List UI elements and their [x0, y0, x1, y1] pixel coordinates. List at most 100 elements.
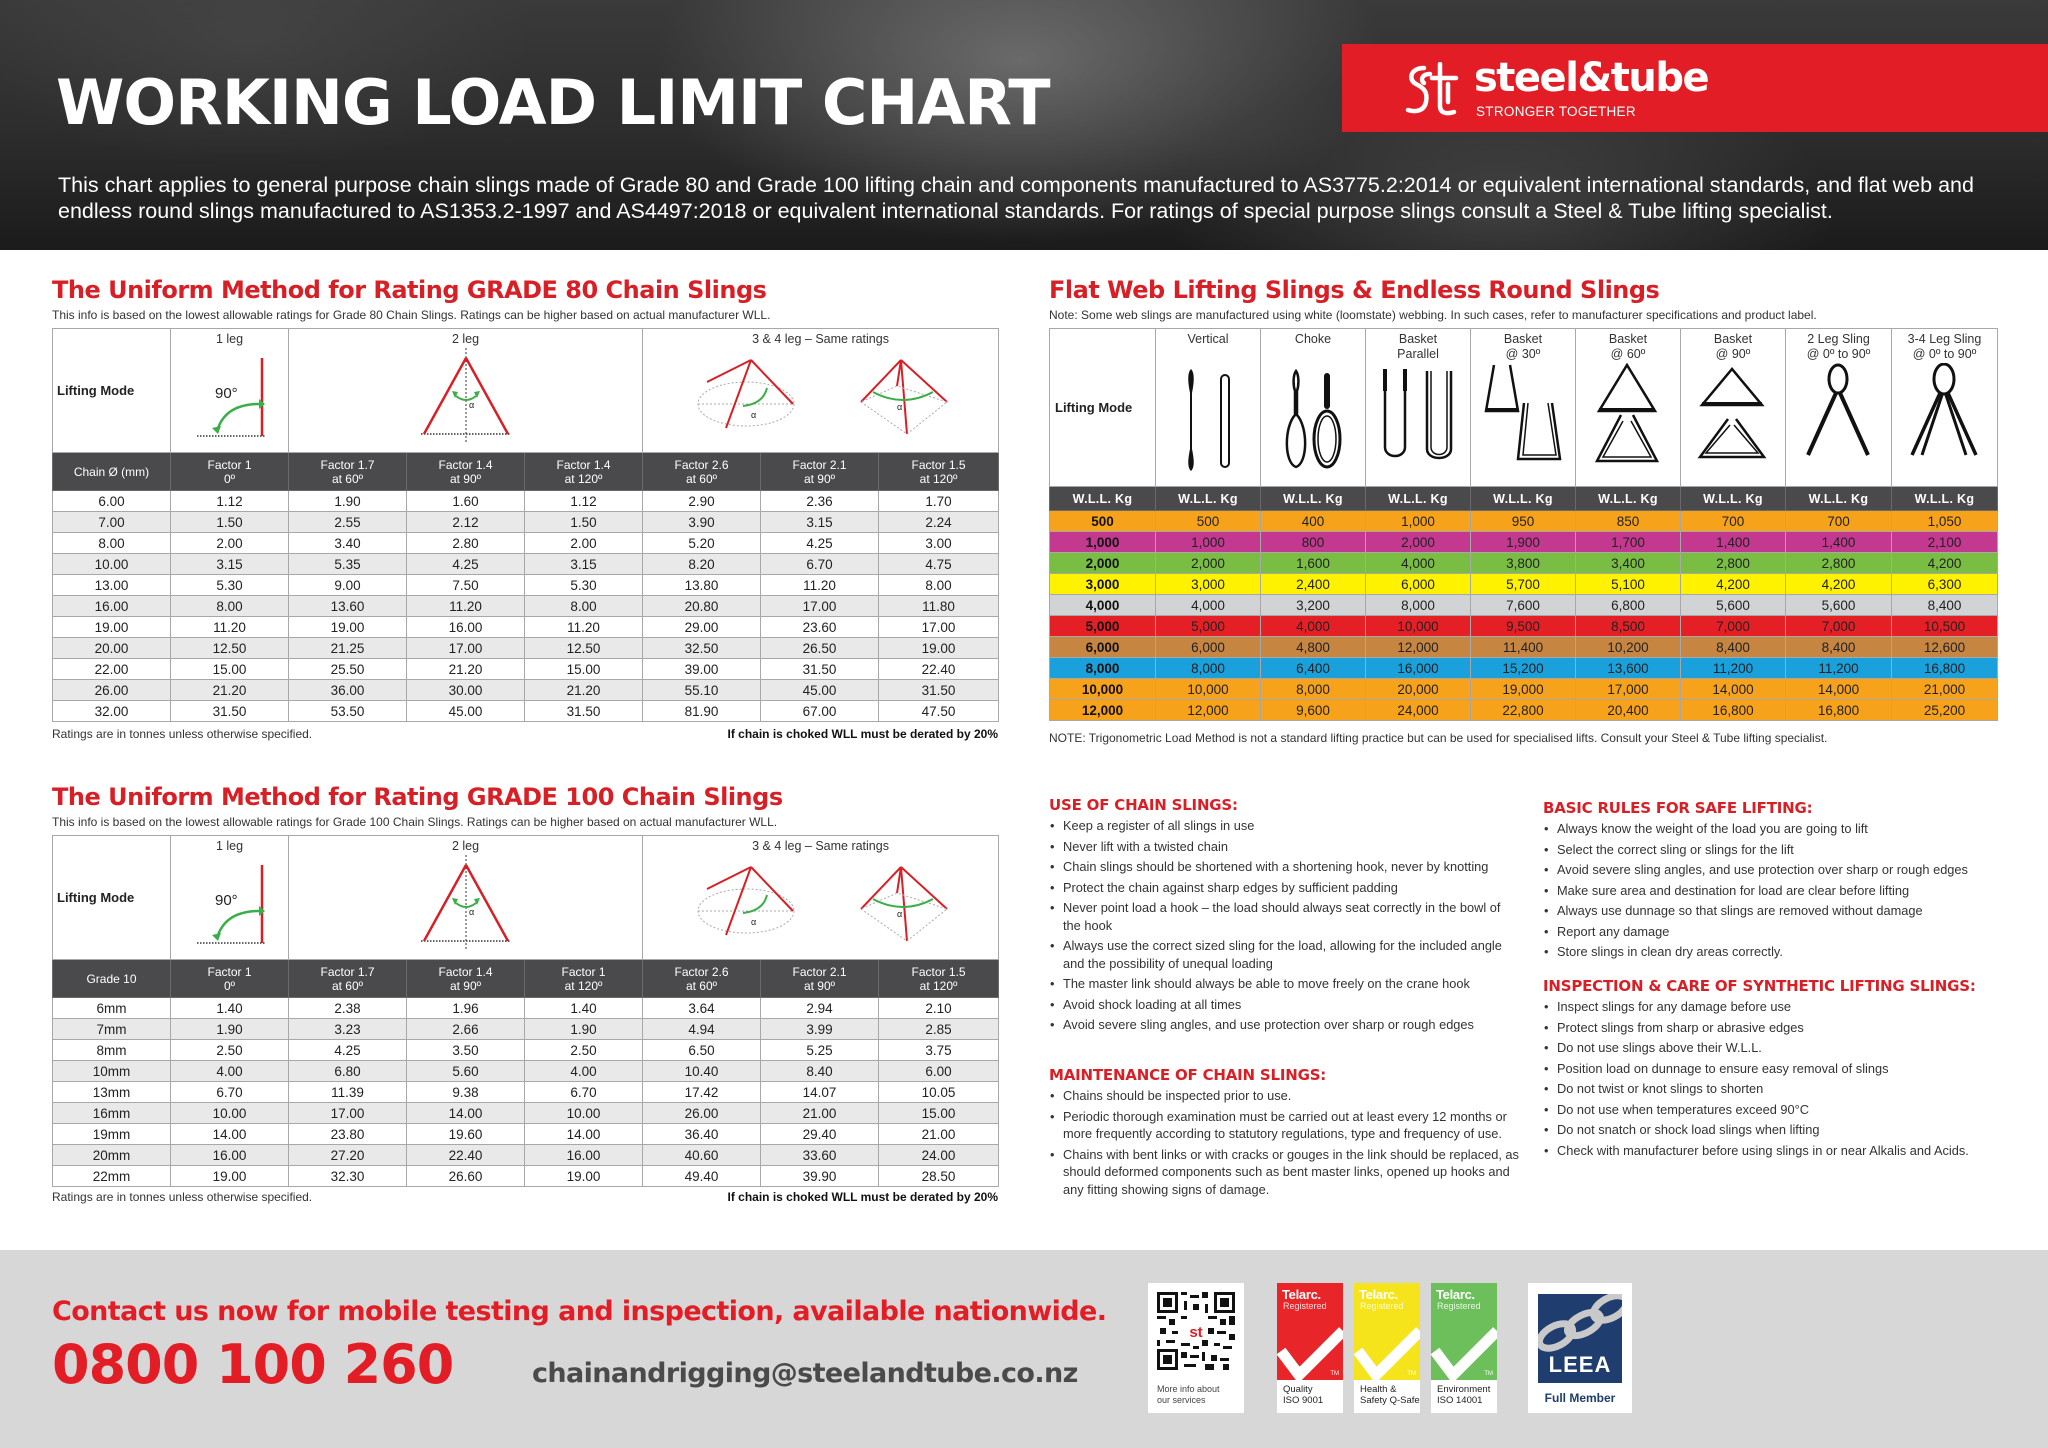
table-row: 8mm 2.50 4.25 3.50 2.50 6.50 5.25 3.75 [52, 1039, 1000, 1061]
table-cell: 20.80 [642, 595, 762, 617]
table-cell: 15.00 [878, 1102, 1000, 1124]
table-cell: 1,700 [1575, 531, 1681, 553]
list-item: Store slings in clean dry areas correctl… [1543, 943, 2023, 961]
table-row: 10.00 3.15 5.35 4.25 3.15 8.20 6.70 4.75 [52, 553, 1000, 575]
table-cell: 21.20 [170, 679, 289, 701]
table-cell: 5,700 [1470, 573, 1576, 595]
table-cell: 1.90 [288, 490, 407, 512]
column-header: Factor 2.6 at 60º [642, 452, 762, 491]
telarc-environment-badge: Telarc. Registered TM Environment ISO 140… [1431, 1283, 1497, 1413]
table-cell: 1.90 [523, 1018, 644, 1040]
svg-text:90°: 90° [215, 892, 238, 909]
svg-text:α: α [469, 907, 474, 917]
table-cell: 11.80 [878, 595, 1000, 617]
page-description: This chart applies to general purpose ch… [58, 173, 1974, 223]
webslings-header-row: W.L.L. Kg W.L.L. Kg W.L.L. Kg W.L.L. Kg … [1049, 486, 1998, 511]
table-cell: 31.50 [760, 658, 880, 680]
column-header: Factor 1.4 at 90º [406, 452, 525, 491]
list-item: Check with manufacturer before using sli… [1543, 1142, 2023, 1160]
table-cell: 10,000 [1049, 678, 1156, 700]
brand-tagline: STRONGER TOGETHER [1476, 104, 1636, 119]
svg-text:α: α [751, 917, 756, 927]
table-cell: 2.36 [760, 490, 880, 512]
table-cell: 9.38 [406, 1081, 525, 1103]
footer-phone-link[interactable]: 0800 100 260 [52, 1333, 454, 1396]
table-cell: 400 [1260, 510, 1366, 532]
table-cell: 17.00 [406, 637, 525, 659]
table-cell: 8.00 [170, 595, 289, 617]
table-cell: 1,900 [1470, 531, 1576, 553]
table-cell: 4.25 [406, 553, 525, 575]
brand-name: steel&tube [1474, 55, 1710, 101]
table-cell: 22.40 [406, 1144, 525, 1166]
list-item: Inspect slings for any damage before use [1543, 998, 2023, 1016]
table-cell: 3.64 [642, 997, 762, 1019]
table-cell: 800 [1260, 531, 1366, 553]
table-cell: 4,200 [1785, 573, 1892, 595]
steel-tube-logo-icon [1405, 62, 1459, 116]
table-cell: 2.24 [878, 511, 1000, 533]
table-cell: 6.00 [878, 1060, 1000, 1082]
basket-parallel-icon [1383, 369, 1453, 460]
table-cell: 10.00 [523, 1102, 644, 1124]
footer-email-link[interactable]: chainandrigging@steelandtube.co.nz [532, 1358, 1078, 1389]
table-cell: 2.50 [170, 1039, 289, 1061]
mode-choke: Choke [1260, 328, 1366, 487]
list-item: Do not use when temperatures exceed 90°C [1543, 1101, 2023, 1119]
table-cell: 500 [1049, 510, 1156, 532]
table-row: 1,000 1,000 800 2,000 1,900 1,700 1,400 1,400 2,… [1049, 531, 1998, 553]
checkmark-icon [1277, 1327, 1343, 1380]
table-cell: 21.20 [523, 679, 644, 701]
list-item: Chains should be inspected prior to use. [1049, 1087, 1519, 1105]
table-cell: 49.40 [642, 1165, 762, 1187]
column-header: W.L.L. Kg [1575, 486, 1681, 511]
table-cell: 10,000 [1155, 678, 1261, 700]
table-cell: 19.60 [406, 1123, 525, 1145]
table-row: 10,000 10,000 8,000 20,000 19,000 17,000 14,00… [1049, 678, 1998, 700]
table-cell: 14.00 [406, 1102, 525, 1124]
table-cell: 3.00 [878, 532, 1000, 554]
table-cell: 5.30 [523, 574, 644, 596]
table-cell: 15.00 [170, 658, 289, 680]
table-cell: 8.20 [642, 553, 762, 575]
table-cell: 21.25 [288, 637, 407, 659]
table-cell: 19.00 [523, 1165, 644, 1187]
table-cell: 16,800 [1891, 657, 1998, 679]
grade100-title: The Uniform Method for Rating GRADE 100 … [52, 783, 783, 811]
table-cell: 11.20 [170, 616, 289, 638]
grade80-header-row: Chain Ø (mm) Factor 1 0º Factor 1.7 at 60º… [52, 452, 1000, 491]
list-item: Do not snatch or shock load slings when … [1543, 1121, 2023, 1139]
table-cell: 8.00 [523, 595, 644, 617]
table-cell: 6.80 [288, 1060, 407, 1082]
table-cell: 17.00 [760, 595, 880, 617]
table-cell: 20mm [52, 1144, 171, 1166]
table-cell: 6,000 [1365, 573, 1471, 595]
table-cell: 81.90 [642, 700, 762, 722]
table-cell: 1.40 [523, 997, 644, 1019]
column-header: Chain Ø (mm) [52, 452, 171, 491]
table-cell: 13,600 [1575, 657, 1681, 679]
table-row: 22mm 19.00 32.30 26.60 19.00 49.40 39.90 28.50 [52, 1165, 1000, 1187]
table-cell: 26.50 [760, 637, 880, 659]
table-cell: 2,400 [1260, 573, 1366, 595]
table-cell: 10,200 [1575, 636, 1681, 658]
table-cell: 12.50 [170, 637, 289, 659]
table-cell: 6,000 [1049, 636, 1156, 658]
table-cell: 2.80 [406, 532, 525, 554]
table-cell: 4.25 [760, 532, 880, 554]
list-item: Periodic thorough examination must be ca… [1049, 1108, 1519, 1143]
column-header: W.L.L. Kg [1365, 486, 1471, 511]
table-cell: 19.00 [52, 616, 171, 638]
table-cell: 40.60 [642, 1144, 762, 1166]
lifting-mode-label: Lifting Mode [52, 328, 171, 453]
table-cell: 22.00 [52, 658, 171, 680]
qr-code-badge[interactable]: st More info about our services [1148, 1283, 1244, 1413]
table-cell: 4,000 [1155, 594, 1261, 616]
list-item: Do not twist or knot slings to shorten [1543, 1080, 2023, 1098]
table-cell: 3,400 [1575, 552, 1681, 574]
table-cell: 39.90 [760, 1165, 880, 1187]
maintenance-of-chain-slings-section: MAINTENANCE OF CHAIN SLINGS: Chains shou… [1049, 1066, 1519, 1201]
table-cell: 13.80 [642, 574, 762, 596]
table-cell: 11.20 [760, 574, 880, 596]
table-cell: 1.60 [406, 490, 525, 512]
